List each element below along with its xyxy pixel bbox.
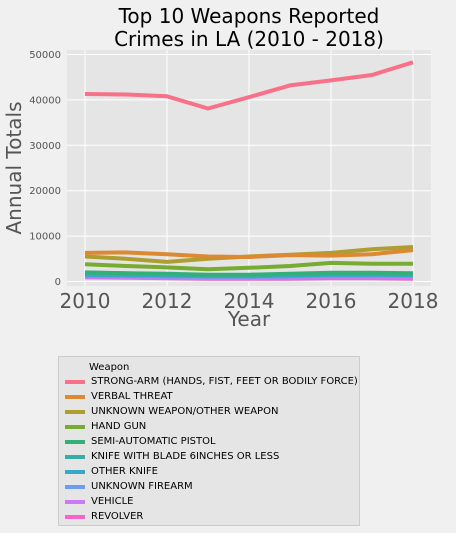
legend-item: REVOLVER [63, 510, 359, 525]
legend-label: SEMI-AUTOMATIC PISTOL [91, 436, 216, 447]
series-lines [84, 60, 414, 281]
y-tick-label: 0 [55, 277, 61, 288]
y-tick-label: 40000 [29, 95, 61, 106]
y-tick-label: 20000 [29, 186, 61, 197]
legend-swatch [65, 395, 85, 399]
legend-label: UNKNOWN FIREARM [91, 481, 193, 492]
legend-swatch [65, 470, 85, 474]
legend-label: STRONG-ARM (HANDS, FIST, FEET OR BODILY … [91, 376, 358, 387]
y-axis-label: Annual Totals [2, 101, 26, 234]
grid-lines [67, 50, 431, 286]
legend-swatch [65, 380, 85, 384]
legend-item: HAND GUN [63, 420, 359, 435]
legend: Weapon STRONG-ARM (HANDS, FIST, FEET OR … [58, 356, 360, 526]
legend-swatch [65, 440, 85, 444]
legend-label: KNIFE WITH BLADE 6INCHES OR LESS [91, 451, 280, 462]
x-tick-label: 2018 [388, 289, 439, 313]
series-line [84, 260, 413, 272]
y-tick-label: 10000 [29, 232, 61, 243]
legend-label: REVOLVER [91, 511, 144, 522]
legend-label: HAND GUN [91, 421, 147, 432]
legend-swatch [65, 500, 85, 504]
legend-item: KNIFE WITH BLADE 6INCHES OR LESS [63, 450, 359, 465]
legend-swatch [65, 515, 85, 519]
x-tick-label: 2014 [224, 289, 275, 313]
x-tick-label: 2016 [306, 289, 357, 313]
chart-title-line-1: Top 10 Weapons Reported [118, 4, 380, 28]
x-axis-label: Year [227, 307, 271, 331]
legend-label: UNKNOWN WEAPON/OTHER WEAPON [91, 406, 279, 417]
series-line [84, 270, 414, 277]
x-tick-label: 2012 [142, 289, 193, 313]
legend-swatch [65, 485, 85, 489]
legend-title: Weapon [89, 362, 130, 373]
legend-item: VERBAL THREAT [63, 390, 359, 405]
y-tick-label: 50000 [29, 50, 61, 61]
legend-label: VEHICLE [91, 496, 134, 507]
x-tick-label: 2010 [60, 289, 111, 313]
legend-item: UNKNOWN WEAPON/OTHER WEAPON [63, 405, 359, 420]
series-line [84, 60, 414, 111]
y-tick-label: 30000 [29, 141, 61, 152]
series-line [84, 248, 414, 259]
legend-label: OTHER KNIFE [91, 466, 159, 477]
legend-item: VEHICLE [63, 495, 359, 510]
line-chart: Top 10 Weapons Reported Crimes in LA (20… [2, 4, 439, 331]
legend-item: STRONG-ARM (HANDS, FIST, FEET OR BODILY … [63, 375, 359, 390]
legend-swatch [65, 410, 85, 414]
x-axis-ticks: 2010 2012 2014 2016 2018 [60, 289, 439, 313]
chart-title-line-2: Crimes in LA (2010 - 2018) [114, 27, 384, 51]
legend-item: OTHER KNIFE [63, 465, 359, 480]
legend-item: UNKNOWN FIREARM [63, 480, 359, 495]
legend-item: SEMI-AUTOMATIC PISTOL [63, 435, 359, 450]
legend-swatch [65, 425, 85, 429]
legend-label: VERBAL THREAT [91, 391, 173, 402]
legend-swatch [65, 455, 85, 459]
y-axis-ticks: 0 10000 20000 30000 40000 50000 [29, 50, 61, 288]
